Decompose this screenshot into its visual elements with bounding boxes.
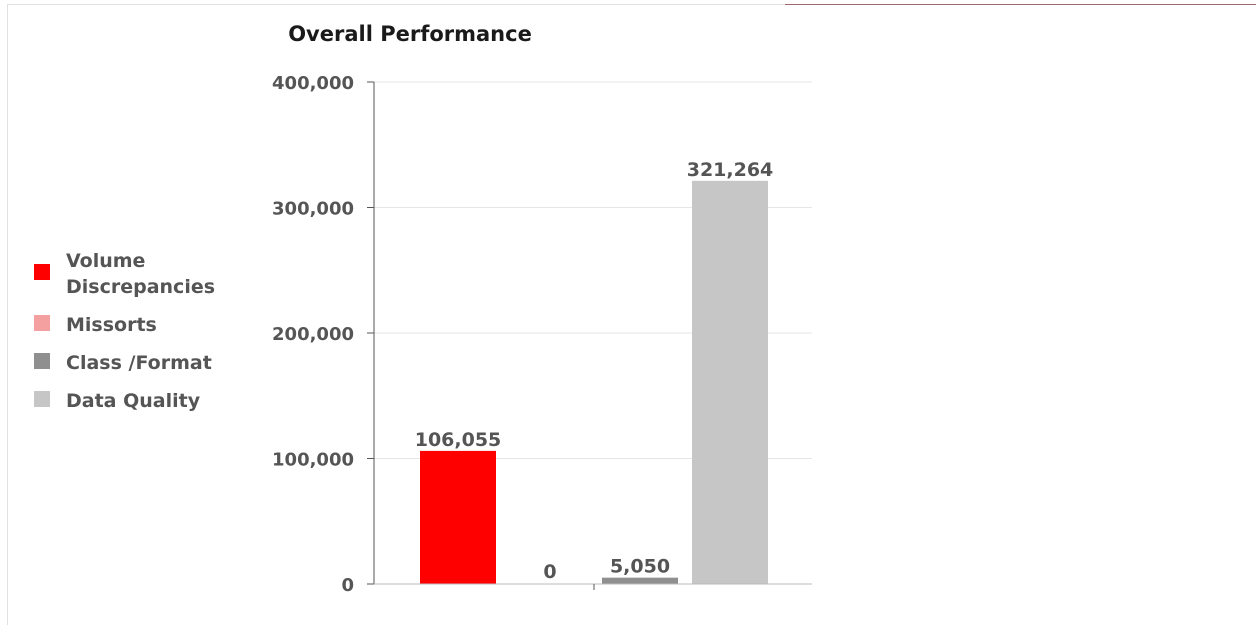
chart-frame [7,4,1256,625]
y-tick-label: 400,000 [272,73,354,94]
y-tick-label: 100,000 [272,450,354,471]
bar [602,577,678,584]
data-label: 0 [543,561,556,583]
y-tick-label: 200,000 [272,324,354,345]
legend-label: Class /Format [66,352,212,374]
bar [692,180,768,585]
bar [420,450,496,584]
legend-swatch [34,315,50,331]
top-accent-line [785,4,1256,5]
legend-swatch [34,353,50,369]
data-labels: 106,055 0 5,050 321,264 [415,159,774,583]
data-label: 5,050 [610,556,670,578]
y-tick-label: 0 [341,575,354,596]
legend-label: Volume Discrepancies [66,250,216,298]
legend-swatch [34,391,50,407]
bars [420,180,768,585]
chart-title: Overall Performance [288,22,532,46]
legend: Volume Discrepancies Missorts Class /For… [34,248,236,426]
legend-item-volume-discrepancies: Volume Discrepancies [34,248,236,300]
y-axis-ticks: 0 100,000 200,000 300,000 400,000 [272,73,374,596]
data-label: 106,055 [415,429,502,451]
legend-swatch [34,264,50,280]
legend-label: Data Quality [66,390,201,412]
legend-item-class-format: Class /Format [34,350,236,376]
legend-item-data-quality: Data Quality [34,388,236,414]
legend-item-missorts: Missorts [34,312,236,338]
legend-label: Missorts [66,314,157,336]
data-label: 321,264 [687,159,774,181]
y-tick-label: 300,000 [272,199,354,220]
